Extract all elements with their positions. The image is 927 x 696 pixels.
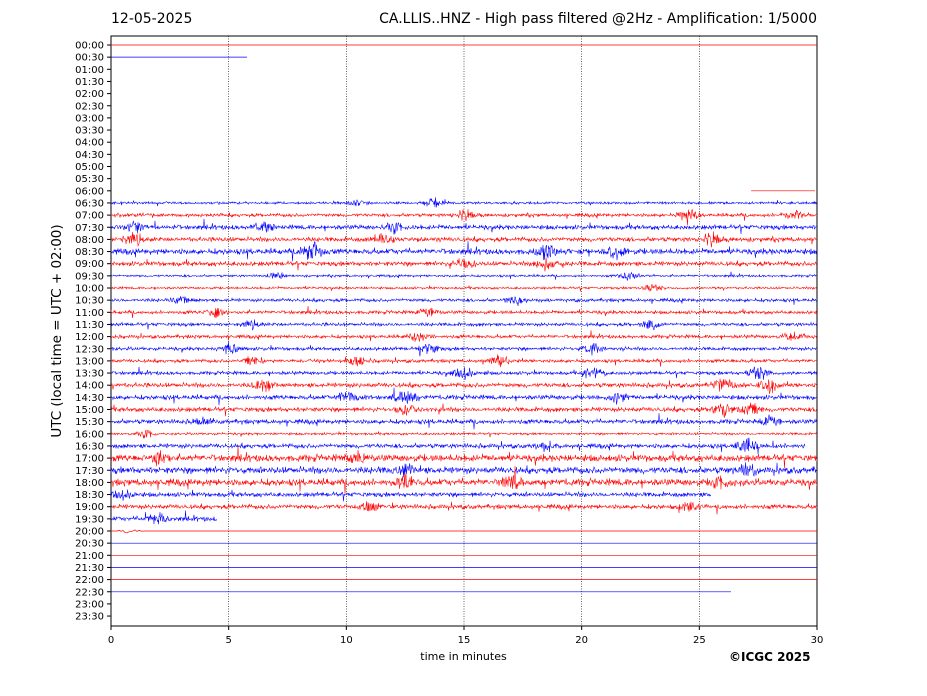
y-tick-label: 02:00 [75, 89, 104, 100]
y-tick-label: 07:30 [75, 223, 104, 234]
trace-1600 [110, 429, 818, 439]
y-tick-label: 07:00 [75, 211, 104, 222]
trace-1630 [110, 437, 806, 455]
y-tick-label: 23:30 [75, 612, 104, 623]
y-tick-label: 19:30 [75, 514, 104, 525]
y-axis-label: UTC (local time = UTC + 02:00) [49, 224, 65, 438]
trace-1930 [110, 510, 217, 525]
y-tick-label: 08:30 [75, 247, 104, 258]
y-tick-label: 13:00 [75, 356, 104, 367]
trace-1230 [110, 341, 818, 357]
y-tick-label: 11:30 [75, 320, 104, 331]
y-tick-label: 17:00 [75, 454, 104, 465]
trace-1330 [110, 366, 818, 380]
x-tick-label: 15 [458, 635, 471, 646]
y-tick-label: 11:00 [75, 308, 104, 319]
y-tick-label: 03:00 [75, 113, 104, 124]
y-tick-label: 03:30 [75, 126, 104, 137]
trace-1700 [110, 445, 818, 469]
y-tick-label: 15:30 [75, 417, 104, 428]
y-tick-label: 16:30 [75, 441, 104, 452]
y-tick-label: 13:30 [75, 369, 104, 380]
y-tick-label: 21:00 [75, 551, 104, 562]
y-tick-label: 04:00 [75, 138, 104, 149]
y-tick-label: 19:00 [75, 502, 104, 513]
trace-1730 [110, 462, 818, 478]
y-tick-label: 05:30 [75, 174, 104, 185]
x-tick-label: 30 [811, 635, 824, 646]
trace-0800 [110, 231, 818, 248]
trace-1030 [110, 296, 818, 307]
y-tick-label: 09:00 [75, 259, 104, 270]
y-tick-label: 04:30 [75, 150, 104, 161]
y-tick-label: 14:30 [75, 393, 104, 404]
y-tick-label: 02:30 [75, 101, 104, 112]
trace-0930 [110, 271, 818, 281]
y-tick-label: 22:30 [75, 587, 104, 598]
trace-1530 [110, 413, 818, 430]
trace-2000 [111, 529, 817, 534]
trace-1100 [110, 305, 818, 319]
y-tick-label: 12:00 [75, 332, 104, 343]
trace-0830 [110, 241, 818, 262]
y-tick-label: 10:00 [75, 284, 104, 295]
trace-1900 [110, 501, 818, 515]
x-tick-label: 10 [340, 635, 353, 646]
y-tick-label: 20:00 [75, 527, 104, 538]
y-tick-label: 00:00 [75, 41, 104, 52]
y-tick-label: 23:00 [75, 599, 104, 610]
chart-title: CA.LLIS..HNZ - High pass filtered @2Hz -… [379, 11, 817, 27]
y-tick-label: 00:30 [75, 53, 104, 64]
x-tick-label: 0 [108, 635, 114, 646]
y-tick-label: 17:30 [75, 466, 104, 477]
trace-1500 [110, 402, 818, 419]
trace-0900 [110, 257, 818, 272]
y-tick-label: 08:00 [75, 235, 104, 246]
trace-1300 [110, 354, 818, 368]
trace-1000 [110, 284, 817, 292]
trace-0630 [110, 197, 818, 208]
y-tick-label: 09:30 [75, 271, 104, 282]
trace-1200 [110, 330, 818, 342]
trace-0700 [110, 209, 818, 226]
trace-1800 [110, 465, 818, 495]
x-tick-label: 25 [693, 635, 706, 646]
x-tick-label: 5 [225, 635, 231, 646]
y-tick-label: 06:30 [75, 198, 104, 209]
y-tick-label: 01:00 [75, 65, 104, 76]
y-tick-label: 22:00 [75, 575, 104, 586]
y-tick-label: 20:30 [75, 539, 104, 550]
trace-0730 [110, 218, 818, 235]
trace-1130 [110, 319, 818, 331]
y-tick-label: 10:30 [75, 296, 104, 307]
y-tick-label: 21:30 [75, 563, 104, 574]
y-tick-label: 01:30 [75, 77, 104, 88]
trace-1830 [110, 489, 712, 502]
y-tick-label: 16:00 [75, 429, 104, 440]
copyright-credit: ©ICGC 2025 [729, 650, 811, 664]
y-tick-label: 14:00 [75, 381, 104, 392]
x-axis-label: time in minutes [0, 650, 927, 663]
y-tick-label: 18:00 [75, 478, 104, 489]
chart-date: 12-05-2025 [111, 11, 193, 27]
trace-1400 [110, 378, 818, 395]
y-tick-label: 18:30 [75, 490, 104, 501]
y-tick-label: 06:00 [75, 186, 104, 197]
x-tick-label: 20 [575, 635, 588, 646]
x-axis-label-text: time in minutes [420, 650, 507, 663]
y-tick-label: 12:30 [75, 344, 104, 355]
y-tick-label: 05:00 [75, 162, 104, 173]
y-tick-label: 15:00 [75, 405, 104, 416]
plot-area: 0 5 10 15 20 25 30 00:0000:3001:0001:3002:0002:… [75, 35, 824, 646]
trace-1430 [110, 387, 818, 406]
